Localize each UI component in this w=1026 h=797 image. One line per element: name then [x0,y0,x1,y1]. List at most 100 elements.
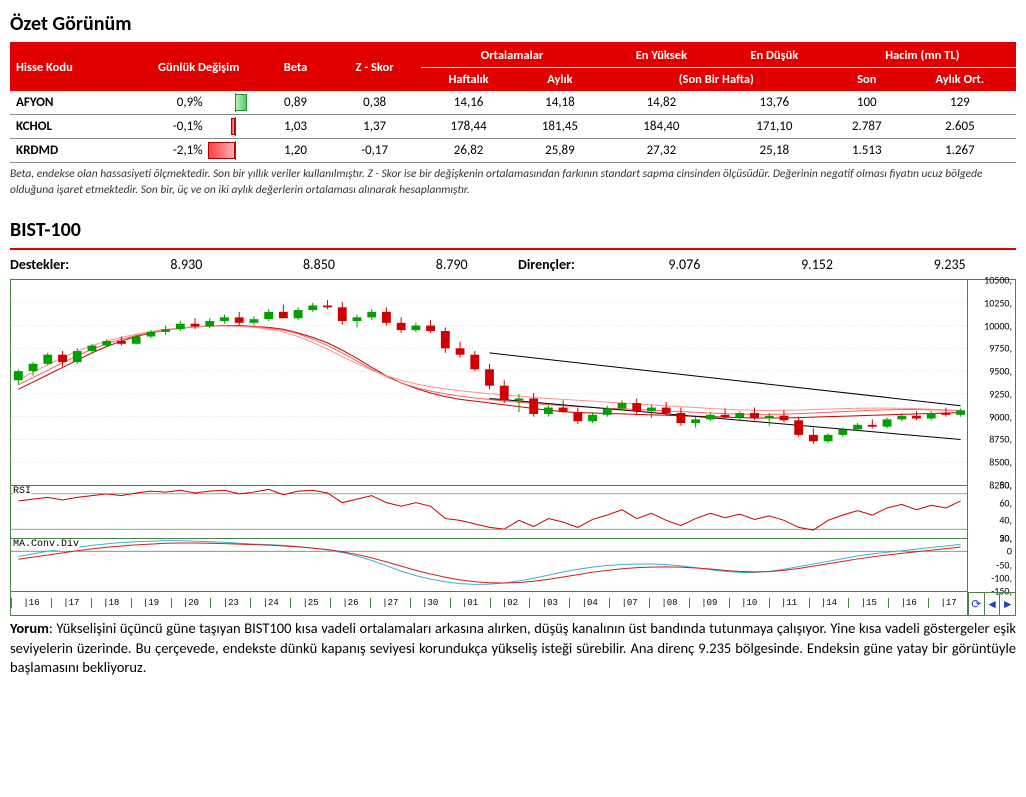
macd-pane: MA.Conv.Div [11,538,968,592]
price-pane [11,280,968,486]
cell-code: KRDMD [10,139,135,163]
y-tick: 9250, [989,387,1012,400]
cell-beta: 1,20 [263,139,329,163]
supports-label: Destekler: [10,256,120,273]
th-high: En Yüksek [603,44,719,68]
y-tick: 0 [1007,545,1012,558]
th-zscore: Z - Skor [329,44,421,91]
cell-z: 1,37 [329,115,421,139]
time-tick: |20 [171,598,211,608]
cell-volavg: 1.267 [904,139,1015,163]
cell-high: 184,40 [603,115,719,139]
support-2: 8.850 [253,256,386,273]
time-tick: |25 [290,598,330,608]
time-tick: |30 [410,598,450,608]
time-tick: |17 [928,598,968,608]
th-last: Son [829,68,904,92]
time-axis: |16|17|18|19|20|23|24|25|26|27|30|01|02|… [11,591,968,613]
support-3: 8.790 [385,256,518,273]
cell-low: 13,76 [719,91,829,115]
cell-z: -0,17 [329,139,421,163]
time-tick: |04 [569,598,609,608]
support-1: 8.930 [120,256,253,273]
comment-lead: Yorum [10,619,49,637]
cell-weekly: 14,16 [421,91,517,115]
cell-high: 27,32 [603,139,719,163]
y-tick: 10250, [984,296,1012,309]
cell-beta: 0,89 [263,91,329,115]
resist-1: 9.076 [618,256,751,273]
th-code: Hisse Kodu [10,44,135,91]
th-weekly: Haftalık [421,68,517,92]
index-title: BIST-100 [10,218,1016,242]
y-axis: 10500,10250,10000,9750,9500,9250,9000,87… [967,280,1015,615]
th-monthly-avg: Aylık Ort. [904,68,1015,92]
cell-monthly: 25,89 [516,139,603,163]
time-tick: |23 [210,598,250,608]
y-tick: 80, [999,479,1012,492]
refresh-icon[interactable]: ⟳ [968,593,984,615]
y-tick: 8750, [989,433,1012,446]
y-tick: 40, [999,514,1012,527]
resist-3: 9.235 [883,256,1016,273]
th-low: En Düşük [719,44,829,68]
y-tick: 10500, [984,274,1012,287]
chart-container: RSI MA.Conv.Div |16 |17 |18|19|20|23|24|25… [10,279,1016,616]
cell-vol: 100 [829,91,904,115]
y-tick: 60, [999,496,1012,509]
time-tick: |09 [689,598,729,608]
time-tick: |08 [649,598,689,608]
th-daily-change: Günlük Değişim [135,44,263,91]
time-tick: |02 [490,598,530,608]
cell-volavg: 2.605 [904,115,1015,139]
cell-change: -0,1% [135,115,207,139]
y-tick: -100, [991,571,1012,584]
summary-table: Hisse Kodu Günlük Değişim Beta Z - Skor … [10,44,1016,163]
cell-monthly: 14,18 [516,91,603,115]
prev-icon[interactable]: ◄ [984,593,1000,615]
y-tick: 50, [999,532,1012,545]
macd-label: MA.Conv.Div [13,539,79,550]
time-tick: |27 [370,598,410,608]
cell-change: -2,1% [135,139,207,163]
time-tick: |07 [609,598,649,608]
resists-label: Dirençler: [518,256,618,273]
cell-beta: 1,03 [263,115,329,139]
time-tick: |19 [131,598,171,608]
th-averages: Ortalamalar [421,44,604,68]
y-tick: 8500, [989,456,1012,469]
cell-change-bar [207,91,263,115]
cell-high: 14,82 [603,91,719,115]
resist-2: 9.152 [751,256,884,273]
cell-low: 171,10 [719,115,829,139]
cell-code: KCHOL [10,115,135,139]
cell-z: 0,38 [329,91,421,115]
cell-vol: 1.513 [829,139,904,163]
time-tick: |03 [529,598,569,608]
time-tick: |18 [91,598,131,608]
y-tick: 9500, [989,365,1012,378]
cell-change-bar [207,139,263,163]
cell-low: 25,18 [719,139,829,163]
th-monthly: Aylık [516,68,603,92]
time-tick: |14 [809,598,849,608]
time-tick: |16 [11,598,51,608]
table-row: KCHOL-0,1%1,031,37178,44181,45184,40171,… [10,115,1016,139]
y-tick: 9000, [989,410,1012,423]
next-icon[interactable]: ► [999,593,1015,615]
y-tick: 10000, [984,319,1012,332]
y-tick: -50, [996,558,1012,571]
th-beta: Beta [263,44,329,91]
cell-change: 0,9% [135,91,207,115]
levels-bar: Destekler: 8.930 8.850 8.790 Dirençler: … [10,248,1016,279]
table-row: AFYON0,9% 0,890,3814,1614,1814,8213,76100… [10,91,1016,115]
rsi-label: RSI [13,486,31,497]
table-row: KRDMD-2,1%1,20-0,1726,8225,8927,3225,181… [10,139,1016,163]
cell-code: AFYON [10,91,135,115]
cell-change-bar [207,115,263,139]
th-volume: Hacim (mn TL) [829,44,1015,68]
cell-weekly: 26,82 [421,139,517,163]
cell-volavg: 129 [904,91,1015,115]
time-tick: |26 [330,598,370,608]
time-tick: |24 [250,598,290,608]
